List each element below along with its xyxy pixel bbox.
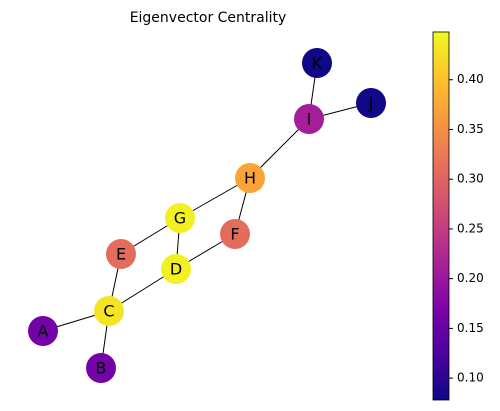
colorbar-tick-label: 0.35 [457, 122, 484, 136]
node-label: K [312, 54, 323, 73]
colorbar-tick-label: 0.25 [457, 221, 484, 235]
node-label: H [244, 169, 256, 188]
node [356, 88, 386, 118]
colorbar-tick-label: 0.10 [457, 371, 484, 385]
colorbar [432, 31, 450, 401]
node [165, 203, 195, 233]
colorbar-tick-label: 0.40 [457, 72, 484, 86]
node [220, 219, 250, 249]
nodes: A B C D E F G H I J K [28, 48, 386, 383]
colorbar-tick-label: 0.20 [457, 271, 484, 285]
node [161, 254, 191, 284]
node-label: E [116, 245, 126, 264]
node-label: B [96, 359, 107, 378]
node-label: D [170, 260, 182, 279]
node-label: F [230, 225, 239, 244]
node-label: J [368, 94, 374, 113]
colorbar-tick-label: 0.30 [457, 172, 484, 186]
node [302, 48, 332, 78]
edges [42, 62, 372, 369]
node [235, 163, 265, 193]
node [94, 296, 124, 326]
node-label: I [307, 110, 312, 129]
node [28, 316, 58, 346]
chart-title: Eigenvector Centrality [130, 10, 287, 26]
node [106, 239, 136, 269]
node-label: G [174, 209, 186, 228]
node-label: A [38, 322, 49, 341]
node [294, 104, 324, 134]
node-label: C [103, 302, 114, 321]
node [86, 353, 116, 383]
colorbar-tick-label: 0.15 [457, 321, 484, 335]
